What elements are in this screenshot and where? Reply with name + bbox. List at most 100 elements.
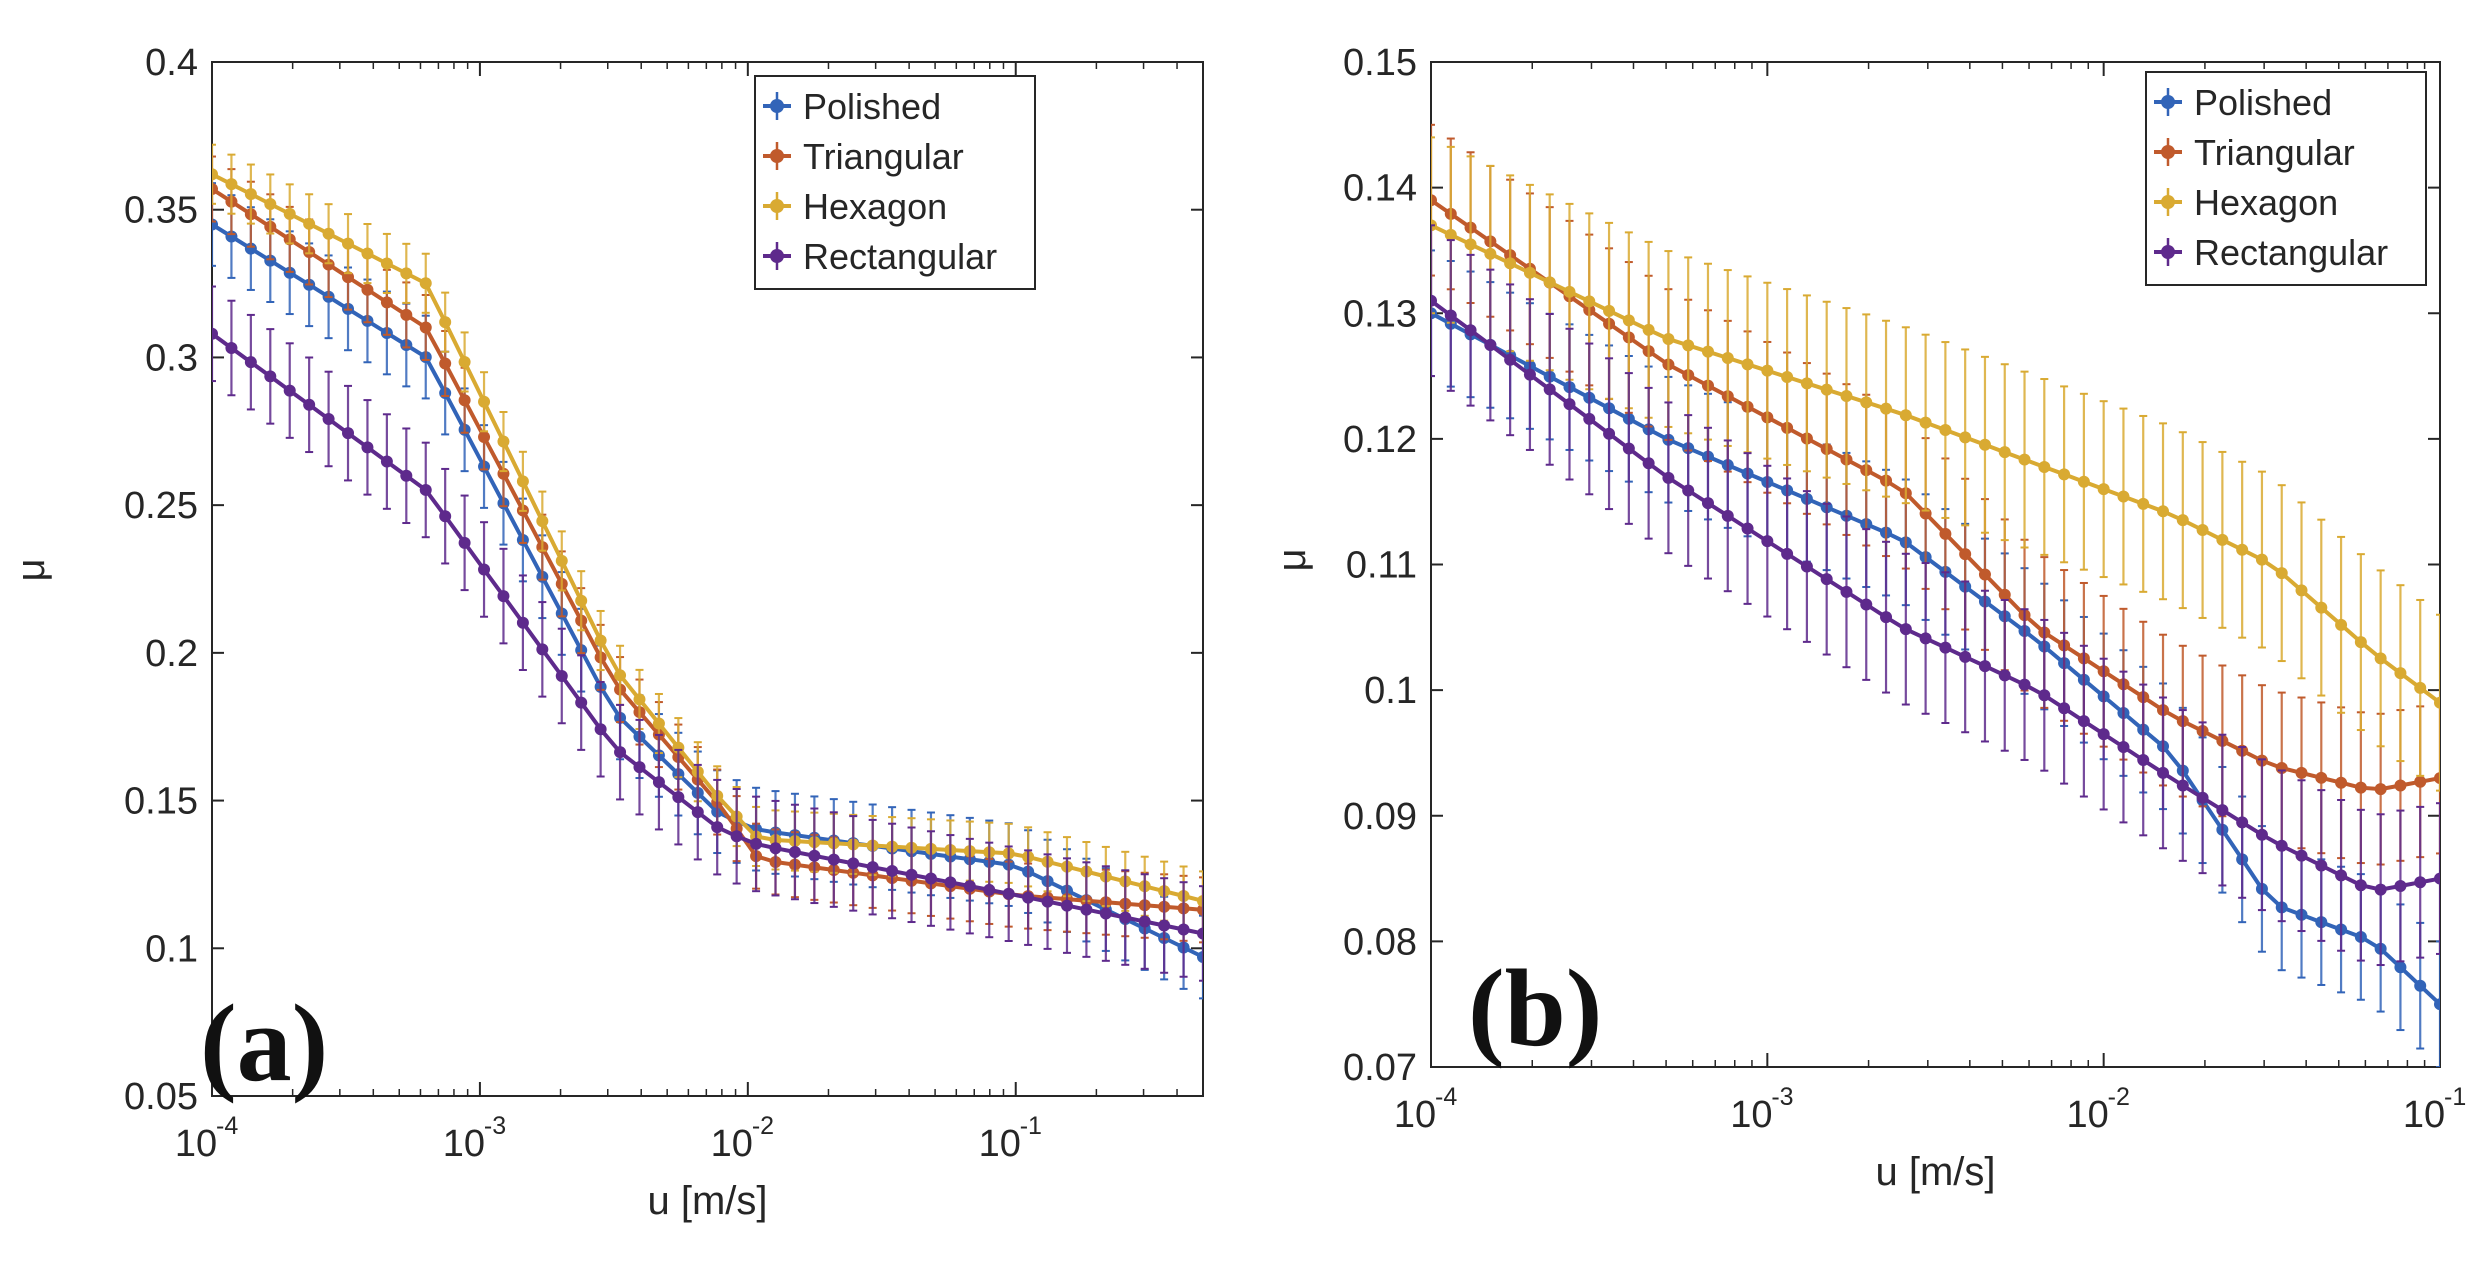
series-line-polished [212,222,1203,959]
data-point [1022,891,1035,904]
data-point [2018,678,2031,691]
data-point [439,510,452,523]
data-point [419,277,432,290]
data-point [1978,568,1991,581]
x-tick-label: 10 [2403,1094,2445,1136]
data-point [1860,396,1873,409]
data-point [575,696,588,709]
data-point [1138,915,1151,928]
data-point [1998,588,2011,601]
data-point [2157,505,2170,518]
data-point [575,594,588,607]
data-point [2434,772,2440,785]
legend-label-triangular: Triangular [803,136,964,177]
data-point [212,327,218,340]
data-point [2275,567,2288,580]
data-point [2176,779,2189,792]
data-point [497,435,510,448]
data-point [1800,377,1813,390]
data-point [1919,632,1932,645]
y-tick-label: 0.07 [1343,1047,1417,1089]
series-line-rectangular [212,332,1203,936]
data-point [1662,471,1675,484]
legend-swatch-marker [770,99,784,113]
legend-swatch-marker [2161,95,2175,109]
data-point [419,321,432,334]
data-point [1959,650,1972,663]
data-point [361,441,374,454]
data-point [2394,667,2407,680]
data-point [2058,702,2071,715]
data-point [400,469,413,482]
data-point [361,247,374,260]
data-point [2196,791,2209,804]
data-point [1781,547,1794,560]
data-point [2117,741,2130,754]
x-tick-exponent: -4 [216,1112,238,1140]
legend-label-hexagon: Hexagon [803,186,947,227]
data-point [672,791,685,804]
data-point [1840,390,1853,403]
data-point [2394,961,2407,974]
series-line-hexagon [212,172,1203,903]
series-line-polished [1431,311,2440,1006]
data-point [361,283,374,296]
data-point [322,258,335,271]
data-point [944,876,957,889]
data-point [866,861,879,874]
data-point [1642,457,1655,470]
data-point [2038,689,2051,702]
data-point [1543,383,1556,396]
x-tick-exponent: -1 [1020,1112,1042,1140]
data-point [1158,919,1171,932]
data-point [2414,681,2427,694]
data-point [1899,623,1912,636]
data-point [2077,475,2090,488]
data-point [2137,753,2150,766]
data-point [1041,895,1054,908]
data-point [1563,398,1576,411]
y-axis-label: μ [1270,548,1314,571]
x-axis-label: u [m/s] [1875,1150,1995,1194]
data-point [516,616,529,629]
data-point [1603,427,1616,440]
data-point [1701,497,1714,510]
y-tick-label: 0.05 [124,1076,198,1118]
data-point [1998,669,2011,682]
data-point [2295,584,2308,597]
data-point [212,183,218,196]
data-point [2315,771,2328,784]
data-point [1099,907,1112,920]
data-point [380,455,393,468]
legend-label-polished: Polished [803,86,941,127]
data-point [2434,998,2440,1011]
data-point [322,227,335,240]
legend-label-hexagon: Hexagon [2194,182,2338,223]
data-point [1484,339,1497,352]
data-point [1464,238,1477,251]
data-point [1197,951,1203,964]
y-tick-label: 0.25 [124,485,198,527]
data-point [439,316,452,329]
legend: Polished Triangular Hexagon Rectangular [2145,71,2427,286]
data-point [1431,194,1437,207]
data-point [2414,775,2427,788]
data-point [2077,715,2090,728]
data-point [1721,352,1734,365]
data-point [419,483,432,496]
data-point [1781,371,1794,384]
series-line-triangular [1431,198,2440,792]
data-point [478,430,491,443]
data-point [2038,460,2051,473]
data-point [225,341,238,354]
data-point [283,384,296,397]
x-tick-label: 10 [979,1123,1021,1165]
data-point [1504,257,1517,270]
y-tick-label: 0.4 [145,42,198,84]
data-point [555,554,568,567]
data-point [652,717,665,730]
data-point [458,536,471,549]
data-point [2394,779,2407,792]
y-tick-label: 0.09 [1343,796,1417,838]
